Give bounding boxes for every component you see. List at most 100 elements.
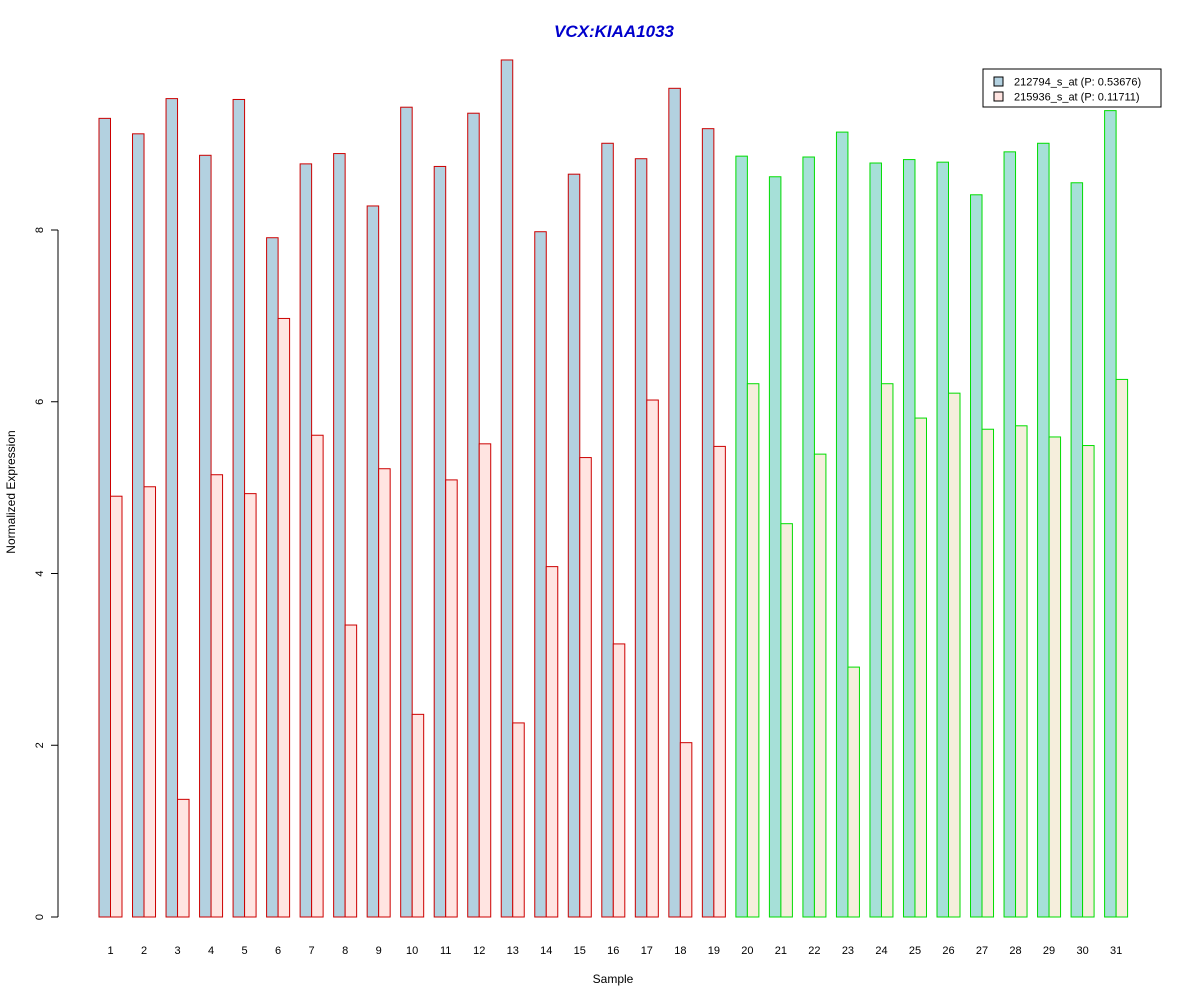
y-tick-label: 0 bbox=[34, 914, 46, 920]
x-tick-label: 12 bbox=[473, 945, 485, 957]
bar-series1-sample-13 bbox=[500, 59, 514, 918]
chart-title: VCX:KIAA1033 bbox=[554, 22, 675, 41]
legend-swatch-series2 bbox=[993, 91, 1004, 102]
bar-series2-sample-21 bbox=[780, 523, 793, 918]
x-tick-label: 31 bbox=[1110, 945, 1122, 957]
bar-series2-sample-22 bbox=[813, 453, 827, 918]
bar-series2-sample-5 bbox=[244, 493, 257, 918]
y-axis: 0 2 4 6 8 bbox=[34, 227, 59, 920]
x-tick-label: 26 bbox=[942, 945, 954, 957]
bar-series1-sample-10 bbox=[400, 106, 413, 918]
bar-series2-sample-29 bbox=[1048, 436, 1062, 918]
bar-series2-sample-25 bbox=[914, 417, 927, 918]
x-tick-label: 15 bbox=[574, 945, 586, 957]
y-tick-label: 8 bbox=[34, 227, 46, 233]
y-axis-label: Normalized Expression bbox=[4, 430, 18, 553]
bar-series2-sample-27 bbox=[981, 428, 995, 918]
x-tick-label: 6 bbox=[275, 945, 281, 957]
bar-series1-sample-30 bbox=[1070, 182, 1084, 918]
bar-series2-sample-24 bbox=[880, 383, 894, 918]
bar-series1-sample-12 bbox=[467, 112, 480, 918]
bar-series1-sample-29 bbox=[1037, 142, 1050, 918]
bar-series2-sample-1 bbox=[110, 495, 123, 918]
x-tick-label: 3 bbox=[174, 945, 180, 957]
bar-series2-sample-30 bbox=[1082, 445, 1095, 918]
bar-series2-sample-8 bbox=[344, 624, 358, 918]
x-tick-label: 19 bbox=[708, 945, 720, 957]
bar-series2-sample-16 bbox=[612, 643, 626, 918]
bar-series2-sample-23 bbox=[847, 666, 860, 918]
bar-series1-sample-19 bbox=[701, 128, 715, 918]
bar-series1-sample-7 bbox=[299, 163, 313, 918]
bar-series2-sample-3 bbox=[177, 798, 190, 918]
bar-series1-sample-25 bbox=[902, 159, 916, 918]
bar-series1-sample-23 bbox=[835, 131, 849, 918]
bar-series1-sample-24 bbox=[869, 162, 882, 918]
bar-series2-sample-9 bbox=[378, 468, 391, 918]
bar-series1-sample-3 bbox=[165, 98, 179, 918]
bar-series1-sample-2 bbox=[132, 133, 145, 918]
legend: 212794_s_at (P: 0.53676) 215936_s_at (P: … bbox=[982, 68, 1162, 108]
bar-series2-sample-14 bbox=[545, 566, 559, 918]
bar-series1-sample-8 bbox=[333, 153, 346, 918]
bar-series1-sample-20 bbox=[735, 155, 748, 918]
bar-series2-sample-11 bbox=[445, 479, 458, 918]
x-tick-label: 13 bbox=[507, 945, 519, 957]
bar-series2-sample-13 bbox=[512, 722, 525, 918]
bar-series1-sample-4 bbox=[199, 154, 212, 918]
bar-series1-sample-26 bbox=[936, 161, 949, 918]
x-tick-label: 10 bbox=[406, 945, 418, 957]
x-tick-label: 23 bbox=[842, 945, 854, 957]
x-tick-label: 22 bbox=[808, 945, 820, 957]
x-tick-label: 28 bbox=[1009, 945, 1021, 957]
bar-series2-sample-6 bbox=[277, 317, 291, 918]
x-tick-label: 30 bbox=[1076, 945, 1088, 957]
bar-series2-sample-4 bbox=[210, 474, 224, 918]
bar-series1-sample-6 bbox=[266, 237, 279, 918]
bar-series1-sample-21 bbox=[768, 176, 782, 918]
y-tick-label: 4 bbox=[34, 570, 46, 576]
x-tick-label: 11 bbox=[440, 945, 451, 957]
x-tick-label: 27 bbox=[976, 945, 988, 957]
bar-series1-sample-15 bbox=[567, 173, 581, 918]
bar-series2-sample-2 bbox=[143, 486, 157, 918]
x-tick-label: 24 bbox=[875, 945, 887, 957]
bar-series1-sample-1 bbox=[98, 117, 111, 918]
legend-entry-series2: 215936_s_at (P: 0.11711) bbox=[1014, 92, 1140, 104]
bar-series2-sample-19 bbox=[713, 445, 726, 918]
x-tick-label: 8 bbox=[342, 945, 348, 957]
bar-series2-sample-10 bbox=[411, 713, 425, 918]
bar-series2-sample-18 bbox=[679, 742, 693, 918]
x-tick-label: 17 bbox=[641, 945, 653, 957]
x-tick-label: 5 bbox=[242, 945, 248, 957]
bar-series1-sample-31 bbox=[1104, 110, 1117, 918]
x-tick-label: 20 bbox=[741, 945, 753, 957]
x-tick-label: 7 bbox=[309, 945, 315, 957]
bar-series2-sample-28 bbox=[1015, 425, 1028, 918]
bar-series1-sample-9 bbox=[366, 205, 380, 918]
x-tick-label: 2 bbox=[141, 945, 147, 957]
bar-series1-sample-22 bbox=[802, 156, 815, 918]
x-tick-label: 16 bbox=[607, 945, 619, 957]
bar-series2-sample-17 bbox=[646, 399, 659, 918]
x-tick-label: 18 bbox=[674, 945, 686, 957]
x-tick-label: 21 bbox=[775, 945, 787, 957]
bar-series1-sample-11 bbox=[433, 165, 447, 918]
bars bbox=[98, 59, 1129, 918]
bar-series1-sample-18 bbox=[668, 87, 681, 918]
x-axis-tick-labels: 1 2 3 4 5 6 7 8 9 10 11 12 13 14 15 16 17 18 19 20 21 22 23 24 2… bbox=[107, 945, 1122, 957]
x-tick-label: 4 bbox=[208, 945, 214, 957]
bar-series1-sample-17 bbox=[634, 158, 648, 918]
x-tick-label: 9 bbox=[376, 945, 382, 957]
bar-series2-sample-31 bbox=[1115, 378, 1129, 918]
x-axis-label: Sample bbox=[593, 972, 634, 986]
bar-series1-sample-27 bbox=[970, 194, 983, 918]
bar-series1-sample-5 bbox=[232, 98, 246, 918]
bar-series1-sample-14 bbox=[534, 231, 547, 918]
bar-series2-sample-15 bbox=[579, 457, 592, 918]
bar-series1-sample-16 bbox=[601, 142, 614, 918]
bar-series1-sample-28 bbox=[1003, 151, 1017, 918]
bar-series2-sample-26 bbox=[948, 392, 961, 918]
legend-box bbox=[982, 68, 1162, 108]
